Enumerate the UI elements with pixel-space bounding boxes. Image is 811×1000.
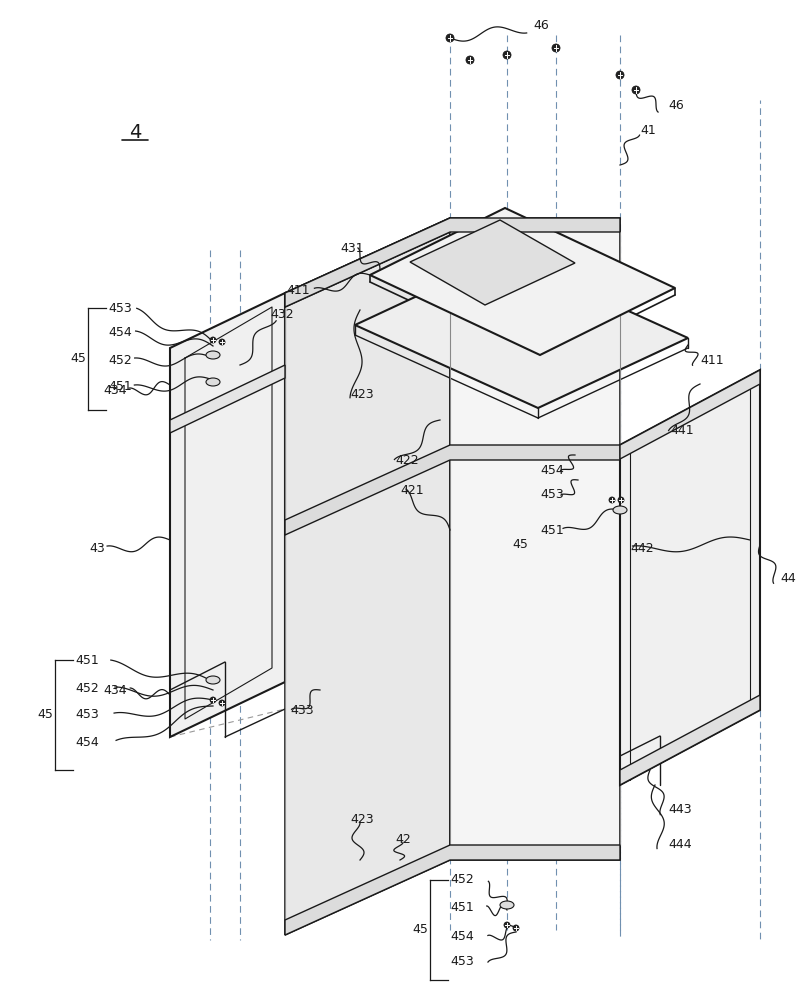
Polygon shape	[620, 370, 759, 785]
Text: 423: 423	[350, 388, 373, 401]
Circle shape	[219, 339, 225, 345]
Text: 451: 451	[108, 379, 131, 392]
Text: 433: 433	[290, 704, 313, 716]
Text: 452: 452	[108, 354, 131, 366]
Text: 451: 451	[449, 901, 473, 914]
Polygon shape	[410, 220, 574, 305]
Circle shape	[617, 497, 623, 503]
Polygon shape	[285, 218, 449, 307]
Circle shape	[608, 497, 614, 503]
Circle shape	[631, 86, 639, 94]
Circle shape	[551, 44, 560, 52]
Text: 44: 44	[779, 572, 795, 584]
Text: 41: 41	[639, 124, 655, 137]
Polygon shape	[285, 218, 620, 307]
Text: 434: 434	[103, 684, 127, 696]
Ellipse shape	[206, 351, 220, 359]
Text: 442: 442	[629, 542, 653, 554]
Polygon shape	[285, 218, 449, 935]
Text: 454: 454	[449, 930, 473, 943]
Text: 423: 423	[350, 813, 373, 826]
Ellipse shape	[206, 676, 220, 684]
Text: 444: 444	[667, 838, 691, 851]
Polygon shape	[449, 218, 620, 860]
Text: 434: 434	[103, 383, 127, 396]
Text: 422: 422	[394, 454, 418, 466]
Text: 451: 451	[539, 524, 563, 536]
Text: 432: 432	[270, 308, 294, 322]
Polygon shape	[169, 293, 285, 737]
Text: 441: 441	[669, 424, 693, 436]
Text: 451: 451	[75, 654, 99, 666]
Circle shape	[466, 56, 474, 64]
Ellipse shape	[612, 506, 626, 514]
Circle shape	[210, 697, 216, 703]
Text: 453: 453	[75, 708, 99, 722]
Text: 45: 45	[412, 923, 427, 936]
Polygon shape	[354, 255, 687, 408]
Circle shape	[210, 337, 216, 343]
Polygon shape	[285, 445, 620, 535]
Ellipse shape	[206, 378, 220, 386]
Circle shape	[219, 700, 225, 706]
Text: 43: 43	[89, 542, 105, 554]
Text: 454: 454	[539, 464, 563, 477]
Text: 454: 454	[108, 326, 131, 340]
Circle shape	[445, 34, 453, 42]
Text: 443: 443	[667, 803, 691, 816]
Text: 453: 453	[539, 488, 563, 502]
Text: 453: 453	[449, 955, 473, 968]
Text: 411: 411	[286, 284, 310, 296]
Text: 46: 46	[532, 19, 548, 32]
Text: 431: 431	[340, 241, 363, 254]
Text: 4: 4	[129, 123, 141, 142]
Ellipse shape	[500, 901, 513, 909]
Polygon shape	[620, 695, 759, 785]
Text: 45: 45	[37, 708, 53, 722]
Text: 452: 452	[449, 874, 473, 886]
Text: 453: 453	[108, 302, 131, 314]
Text: 411: 411	[699, 354, 723, 366]
Polygon shape	[285, 845, 620, 935]
Polygon shape	[169, 365, 285, 433]
Polygon shape	[370, 208, 674, 355]
Text: 452: 452	[75, 682, 99, 694]
Text: 42: 42	[394, 833, 410, 846]
Text: 45: 45	[512, 538, 527, 552]
Polygon shape	[620, 370, 759, 459]
Circle shape	[502, 51, 510, 59]
Circle shape	[504, 922, 509, 928]
Circle shape	[616, 71, 623, 79]
Circle shape	[513, 925, 518, 931]
Text: 45: 45	[70, 353, 86, 365]
Text: 46: 46	[667, 99, 683, 112]
Text: 421: 421	[400, 484, 423, 496]
Text: 454: 454	[75, 736, 99, 748]
